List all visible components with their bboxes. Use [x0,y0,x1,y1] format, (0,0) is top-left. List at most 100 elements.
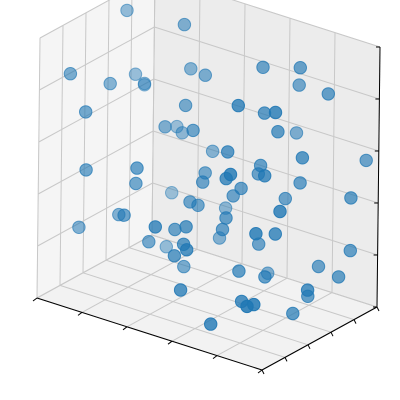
scatter-point [79,163,93,177]
scatter-point [221,145,235,159]
scatter-point [273,204,287,219]
y-tick-mark [307,344,311,350]
scatter-point [158,120,172,134]
scatter-point [234,181,248,196]
scatter-point [72,220,86,235]
x-tick-mark [32,297,38,302]
back-gridline-z [231,0,381,48]
scatter-point [205,144,220,159]
scatter-point [180,243,194,257]
z-axis-line [376,46,381,308]
scatter-point [311,259,326,274]
scatter-point [142,235,156,249]
scatter-point [168,222,182,237]
left-gridline-y [36,37,41,299]
scatter-point [286,306,300,321]
scatter-point [258,169,272,183]
scatter-point [240,299,254,314]
scatter-point [223,167,238,182]
scatter-point [178,98,193,113]
scatter-point [293,60,307,75]
scatter-point [165,186,179,200]
scatter-point [231,98,246,113]
scatter-point [130,161,144,175]
scatter-point [300,283,315,297]
x-tick-mark [257,369,263,374]
left-gridline-y [151,0,156,236]
scatter-point [331,270,346,284]
y-tick-mark [330,331,334,337]
x-tick-mark [212,355,218,360]
scatter-point [249,227,263,241]
left-gridline-y [128,0,133,248]
scatter-point [268,227,282,241]
left-gridline-z [39,0,111,39]
x-tick-mark [167,340,173,345]
left-gridline-y [105,0,110,261]
scatter-point [292,78,306,92]
scatter-point [186,123,200,138]
scatter-point [175,126,190,140]
scatter-point [196,175,210,189]
scatter-point [321,87,335,101]
scatter-point [271,125,285,139]
left-gridline-z [37,182,153,247]
left-gridline-z [38,78,155,143]
scatter-point [173,283,188,297]
scatter-point [79,105,93,119]
y-tick-mark [261,369,265,375]
left-gridline-z [37,130,154,195]
left-gridline-y [59,25,64,286]
data-points [63,3,373,331]
left-gridline-z [36,234,153,299]
scatter-point [215,222,230,237]
x-axis-line [36,297,263,371]
scatter-point [293,176,307,190]
scatter-point [167,249,182,263]
floor-gridline-y [105,259,332,333]
scatter-point [289,126,304,140]
scatter-point [343,243,357,258]
scatter-point [198,68,213,82]
left-gridline-z [39,26,155,91]
scatter-point [232,264,246,278]
scatter-point [177,17,192,32]
scatter-point [159,240,174,254]
floor-gridline-y [59,284,286,358]
scatter-point [179,220,193,234]
scatter-point [148,220,163,234]
back-gridline-x [241,3,246,264]
scatter-point [117,208,131,222]
scatter-point [204,317,218,331]
x-tick-mark [122,326,128,331]
scatter-point [219,211,233,225]
scatter-point [258,270,272,284]
x-tick-mark [77,311,83,316]
y-tick-mark [284,357,288,362]
back-gridline-x [331,32,336,293]
scatter-point [344,191,358,205]
scatter-point [177,259,191,274]
scatter-point [128,67,143,81]
floor-gridline-y [82,272,309,346]
scatter-point [120,3,134,18]
back-gridline-z [152,182,378,256]
y-tick-mark [353,319,357,324]
floor-gridline-y [128,247,355,321]
scatter-point [256,60,270,75]
floor-gridline-x [216,292,333,357]
scatter-point [103,76,117,91]
scatter-point [183,195,197,209]
scatter-point [129,176,143,191]
scatter-point [359,153,373,168]
scatter-point [63,67,78,81]
scatter-point [268,105,283,120]
scatter-point [137,76,152,91]
y-tick-mark [376,306,380,312]
y-axis-line [261,306,378,371]
scatter-point [278,191,292,206]
floor-gridline-x [171,277,288,342]
back-gridline-x [286,18,291,279]
scatter-point [184,62,198,76]
